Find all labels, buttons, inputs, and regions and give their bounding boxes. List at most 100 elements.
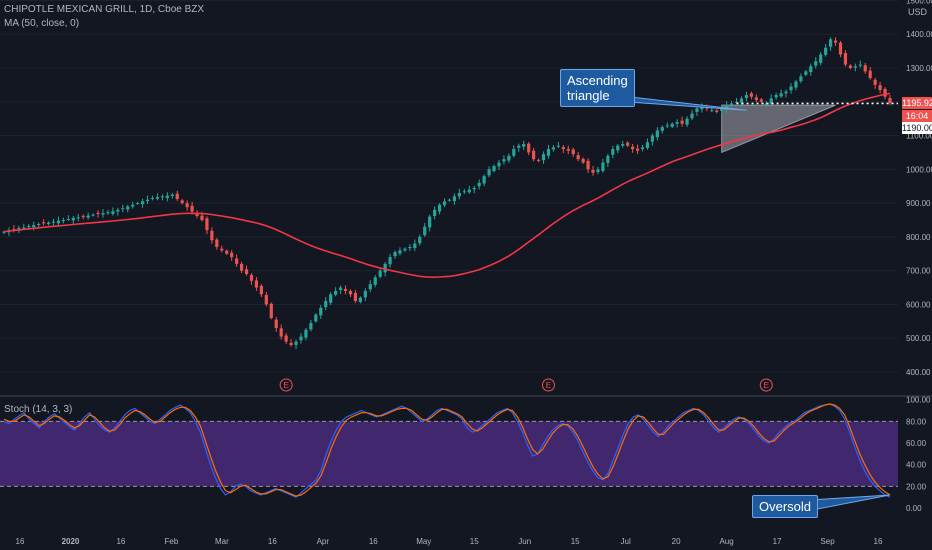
grid <box>0 0 898 373</box>
stoch-tick-label: 80.00 <box>906 417 927 426</box>
symbol-title: CHIPOTLE MEXICAN GRILL, 1D, Cboe BZX <box>4 4 205 15</box>
earnings-marker-circle <box>541 378 555 392</box>
candle-body <box>645 142 650 149</box>
oversold-callout[interactable]: Oversold <box>752 495 819 518</box>
time-tick-label: Jul <box>621 537 631 546</box>
candle-body <box>244 269 249 275</box>
candle-body <box>403 248 407 251</box>
candle-body <box>467 189 471 193</box>
candle-body <box>304 329 308 338</box>
candle-body <box>640 147 645 150</box>
time-axis[interactable]: 16 2020 16 Feb Mar 16 Apr 16 May 15 Jun 15 Jul 20 Aug 1… <box>16 537 883 546</box>
time-tick-label: 16 <box>874 537 883 546</box>
candle-body <box>86 215 90 218</box>
candle-body <box>51 221 56 223</box>
candle-body <box>32 225 36 228</box>
triangle-shape <box>721 104 836 154</box>
candle-body <box>284 335 288 342</box>
candle-body <box>413 243 417 249</box>
candle-body <box>848 65 853 68</box>
candle-body <box>472 187 476 190</box>
candle-body <box>452 196 457 202</box>
candle-body <box>670 123 674 127</box>
candle-body <box>863 65 867 72</box>
candle-body <box>368 284 372 290</box>
candle-body <box>61 219 65 222</box>
candle-body <box>695 108 699 112</box>
candle-body <box>150 198 155 200</box>
price-tick-label: 1400.00 <box>906 30 932 39</box>
candle-body <box>794 81 798 88</box>
candle-body <box>220 248 224 251</box>
candle-body <box>838 42 843 55</box>
ascending-triangle-drawing[interactable] <box>721 104 836 154</box>
price-tick-label: 1500.00 <box>906 0 932 5</box>
candle-body <box>739 98 744 103</box>
candle-body <box>215 239 219 248</box>
candle-body <box>433 209 437 216</box>
candle-body <box>91 214 95 216</box>
candle-body <box>616 145 620 151</box>
candle-body <box>279 328 283 337</box>
candle-body <box>576 155 580 160</box>
candle-body <box>383 263 387 273</box>
candle-body <box>650 135 655 142</box>
ascending-triangle-callout[interactable]: Ascending triangle <box>560 69 635 107</box>
candle-body <box>269 303 273 318</box>
candle-body <box>418 236 422 244</box>
candle-body <box>635 148 640 151</box>
candle-body <box>561 147 565 150</box>
candle-body <box>363 290 367 298</box>
candle-body <box>829 39 833 47</box>
candle-body <box>12 229 16 231</box>
candle-body <box>235 258 239 264</box>
candle-body <box>749 93 754 97</box>
candle-body <box>512 149 516 156</box>
candle-body <box>393 252 397 257</box>
earnings-marker-label: E <box>546 381 551 390</box>
candle-body <box>873 79 877 85</box>
earnings-marker-circle <box>759 378 773 392</box>
candle-body <box>690 113 694 119</box>
candle-body <box>126 206 130 210</box>
candle-body <box>477 182 481 187</box>
candle-body <box>744 95 749 99</box>
candle-body <box>190 205 194 212</box>
price-tick-label: 400.00 <box>906 368 931 377</box>
candle-body <box>675 122 679 124</box>
time-tick-label: Sep <box>820 537 835 546</box>
candle-body <box>546 149 551 156</box>
candle-body <box>601 162 605 172</box>
candle-body <box>210 230 214 241</box>
candle-body <box>779 93 783 97</box>
candle-body <box>334 290 338 295</box>
level-price-label: 1190.00 <box>902 122 932 134</box>
candle-body <box>814 61 818 66</box>
candle-body <box>551 147 556 150</box>
candle-body <box>140 201 145 205</box>
candle-body <box>388 257 392 265</box>
candle-body <box>116 209 120 212</box>
candle-body <box>225 250 229 254</box>
candle-body <box>447 199 452 201</box>
candle-body <box>502 159 506 162</box>
oversold-callout-pointer <box>809 494 891 511</box>
candle-body <box>522 143 526 147</box>
candle-body <box>581 158 585 163</box>
candle-body <box>626 142 630 146</box>
countdown-label: 16:04 <box>902 110 932 122</box>
price-axis[interactable]: 400.00 500.00 600.00 700.00 800.00 900.00 1000… <box>906 0 932 377</box>
stoch-axis[interactable]: 0.00 20.00 40.00 60.00 80.00 100.00 <box>906 396 931 513</box>
candle-body <box>329 294 333 303</box>
candle-body <box>37 224 41 226</box>
candle-body <box>56 220 61 224</box>
candle-body <box>789 86 793 91</box>
price-tick-label: 500.00 <box>906 334 931 343</box>
earnings-marker-label: E <box>764 381 769 390</box>
time-tick-label: Mar <box>215 537 229 546</box>
candle-body <box>715 110 719 112</box>
price-tick-label: 1000.00 <box>906 165 932 174</box>
price-tick-label: 700.00 <box>906 267 931 276</box>
candle-body <box>710 110 714 112</box>
